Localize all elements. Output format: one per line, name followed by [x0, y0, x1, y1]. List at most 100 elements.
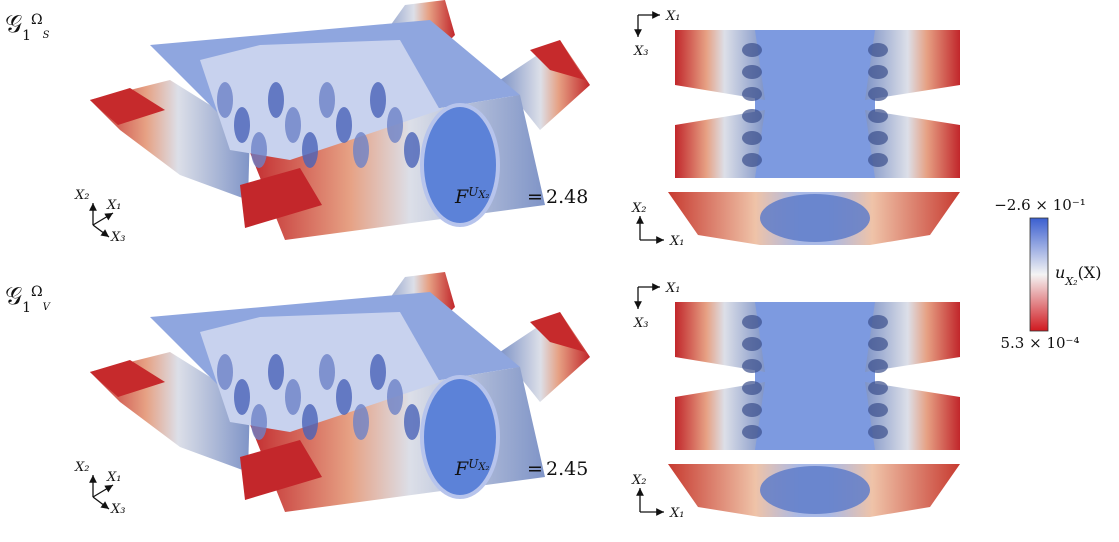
- lattice-hole: [387, 107, 403, 143]
- lattice-hole: [370, 82, 386, 118]
- lattice-hole: [285, 379, 301, 415]
- colorbar: [1030, 218, 1048, 331]
- force-label-part: F: [454, 186, 469, 208]
- lattice-hole: [387, 379, 403, 415]
- axis-label: X₃: [633, 44, 648, 59]
- panel-label-part: Ω: [31, 284, 43, 300]
- axis-label: X₂: [74, 460, 89, 475]
- axis-triad: X₂ X₁: [631, 201, 684, 249]
- panel-label-part: 𝒢: [5, 10, 22, 38]
- lattice-hole: [370, 354, 386, 390]
- axis-label: X₃: [110, 502, 125, 517]
- axis-arrow: [93, 213, 113, 225]
- lattice-strut: [868, 131, 888, 145]
- figure: 𝒢1ΩSFUX₂=2.48X₂X₁X₃X₁X₃X₂X₁𝒢1ΩVFUX₂=2.45…: [0, 0, 1119, 542]
- lattice-hole: [302, 132, 318, 168]
- axis-label: X₃: [633, 316, 648, 331]
- lattice-hole: [319, 82, 335, 118]
- lattice-hole: [217, 82, 233, 118]
- axis-label: X₁: [669, 234, 684, 249]
- lattice-hole: [251, 404, 267, 440]
- axis-label: X₂: [631, 473, 646, 488]
- lattice-strut: [868, 109, 888, 123]
- panel-label-part: 1: [22, 300, 31, 316]
- axis-label: X₂: [631, 201, 646, 216]
- lattice-hole: [251, 132, 267, 168]
- lattice-strut: [742, 315, 762, 329]
- axis-triad: X₂ X₁: [631, 473, 684, 521]
- top-view: [668, 302, 960, 517]
- axis-label: X₁: [106, 198, 121, 213]
- lattice-hole: [285, 107, 301, 143]
- axis-label: X₃: [110, 230, 125, 245]
- lattice-hole: [268, 82, 284, 118]
- lattice-strut: [742, 65, 762, 79]
- lattice-strut: [868, 65, 888, 79]
- axis-arrow: [93, 497, 109, 509]
- lattice-strut: [742, 43, 762, 57]
- force-label-part: X₂: [477, 190, 489, 201]
- lattice-strut: [868, 43, 888, 57]
- lattice-hole: [268, 354, 284, 390]
- axis-label: X₁: [669, 506, 684, 521]
- panel-label-part: Ω: [31, 12, 43, 28]
- lattice-strut: [868, 87, 888, 101]
- perspective-render: [90, 0, 590, 240]
- lattice-strut: [742, 109, 762, 123]
- lattice-hole: [353, 132, 369, 168]
- lattice-strut: [868, 337, 888, 351]
- axis-triad: X₂ X₁ X₃: [74, 460, 125, 517]
- lattice-strut: [742, 425, 762, 439]
- lattice-hole: [404, 132, 420, 168]
- side-view-cavity: [760, 466, 870, 514]
- lattice-hole: [234, 107, 250, 143]
- lattice-hole: [217, 354, 233, 390]
- axis-arrow: [93, 485, 113, 497]
- lattice-strut: [868, 315, 888, 329]
- panel-label: 𝒢1ΩS: [5, 10, 50, 44]
- axis-label: X₁: [665, 9, 680, 24]
- axis-triad: X₁ X₃: [633, 281, 680, 331]
- lattice-hole: [302, 404, 318, 440]
- lattice-strut: [742, 337, 762, 351]
- lattice-strut: [868, 359, 888, 373]
- colorbar-label-part: u: [1055, 263, 1065, 282]
- axis-triad: X₁ X₃: [633, 9, 680, 59]
- panel-label-part: 1: [22, 28, 31, 44]
- axis-label: X₁: [106, 470, 121, 485]
- colorbar-label: uX₂(X): [1055, 263, 1101, 288]
- top-view: [668, 30, 960, 245]
- lattice-hole: [353, 404, 369, 440]
- lattice-strut: [868, 425, 888, 439]
- axis-label: X₂: [74, 188, 89, 203]
- colorbar-label-part: (X): [1078, 263, 1102, 282]
- lattice-strut: [742, 153, 762, 167]
- force-label-part: F: [454, 458, 469, 480]
- lattice-hole: [319, 354, 335, 390]
- lattice-strut: [742, 87, 762, 101]
- lattice-hole: [336, 107, 352, 143]
- perspective-render: [90, 272, 590, 512]
- axis-label: X₁: [665, 281, 680, 296]
- top-view-center: [755, 302, 875, 450]
- lattice-hole: [404, 404, 420, 440]
- panel-label-part: V: [43, 302, 52, 313]
- lattice-hole: [234, 379, 250, 415]
- lattice-hole: [336, 379, 352, 415]
- lattice-strut: [868, 153, 888, 167]
- force-value: 2.48: [546, 186, 588, 208]
- lattice-strut: [742, 131, 762, 145]
- axis-triad: X₂ X₁ X₃: [74, 188, 125, 245]
- lattice-strut: [742, 359, 762, 373]
- force-value: 2.45: [546, 458, 588, 480]
- colorbar-min: 5.3 × 10⁻⁴: [1001, 334, 1080, 352]
- lattice-strut: [742, 403, 762, 417]
- panel-label: 𝒢1ΩV: [5, 282, 52, 316]
- force-label-part: X₂: [477, 462, 489, 473]
- force-relation: =: [527, 458, 543, 480]
- lattice-strut: [868, 381, 888, 395]
- axis-arrow: [93, 225, 109, 237]
- colorbar-label-part: X₂: [1064, 275, 1077, 288]
- lattice-strut: [868, 403, 888, 417]
- panel-label-part: S: [43, 30, 50, 41]
